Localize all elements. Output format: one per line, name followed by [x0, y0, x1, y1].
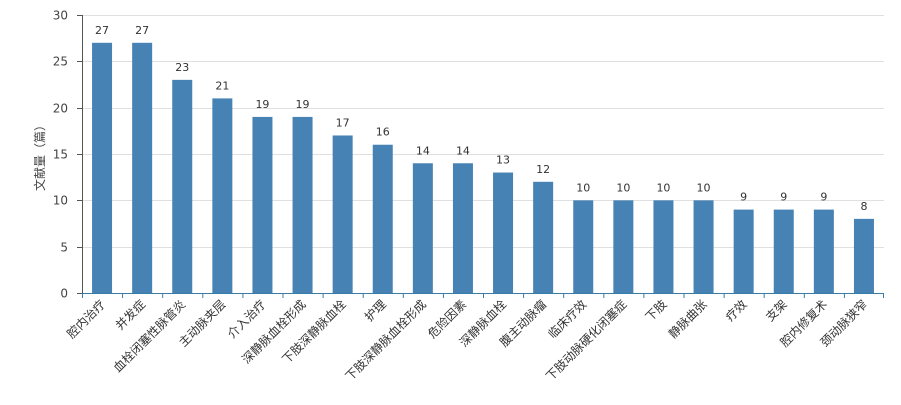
bar-value-label: 10	[697, 181, 711, 194]
bar-value-label: 13	[496, 154, 510, 167]
bar[interactable]	[493, 172, 514, 293]
category-label: 下肢	[642, 297, 670, 325]
bar-value-label: 17	[336, 116, 350, 129]
y-tick-label: 25	[53, 55, 68, 69]
bar[interactable]	[452, 163, 473, 293]
bar[interactable]	[412, 163, 433, 293]
category-label: 血栓闭塞性脉管炎	[110, 297, 188, 375]
y-tick-label: 0	[60, 287, 68, 301]
bar-value-label: 16	[376, 126, 390, 139]
bar-value-label: 27	[135, 24, 149, 37]
bar[interactable]	[212, 98, 233, 294]
bar[interactable]	[773, 209, 794, 293]
bar[interactable]	[372, 144, 393, 293]
bar[interactable]	[172, 79, 193, 293]
bar[interactable]	[252, 116, 273, 293]
bar-value-label: 21	[215, 79, 229, 92]
bar-value-label: 10	[576, 181, 590, 194]
category-label: 疗效	[722, 297, 750, 325]
bar-value-label: 9	[780, 191, 787, 204]
bar-value-label: 23	[175, 61, 189, 74]
bar-value-label: 12	[536, 163, 550, 176]
bar[interactable]	[132, 42, 153, 293]
bars	[92, 42, 874, 294]
y-axis-label: 文献量（篇）	[32, 119, 47, 191]
bar-value-label: 9	[740, 191, 747, 204]
category-label: 腔内治疗	[64, 297, 109, 342]
bar[interactable]	[813, 209, 834, 293]
bar[interactable]	[332, 135, 353, 293]
bar-value-label: 10	[656, 181, 670, 194]
bar[interactable]	[693, 200, 714, 293]
y-tick-label: 30	[53, 9, 68, 23]
bar-value-label: 14	[416, 144, 430, 157]
bar[interactable]	[733, 209, 754, 293]
y-tick-label: 5	[60, 241, 68, 255]
category-label: 静脉曲张	[665, 297, 710, 342]
category-label: 支架	[763, 297, 790, 324]
gridlines	[82, 15, 884, 248]
bar-value-label: 10	[616, 181, 630, 194]
bar[interactable]	[853, 218, 874, 293]
bar[interactable]	[92, 42, 113, 293]
bar-value-label: 8	[860, 200, 867, 213]
axes	[77, 15, 884, 298]
bar-value-label: 27	[95, 24, 109, 37]
bar-value-label: 19	[255, 98, 269, 111]
bar[interactable]	[533, 181, 554, 293]
bar-value-label: 9	[820, 191, 827, 204]
y-tick-label: 10	[53, 194, 68, 208]
bar[interactable]	[573, 200, 594, 293]
category-label: 并发症	[112, 297, 148, 333]
category-label: 护理	[362, 297, 389, 324]
bar-value-label: 19	[296, 98, 310, 111]
bar-value-label: 14	[456, 144, 470, 157]
y-tick-label: 15	[53, 148, 68, 162]
y-tick-label: 20	[53, 102, 68, 116]
bar[interactable]	[292, 116, 313, 293]
bar[interactable]	[653, 200, 674, 293]
bar[interactable]	[613, 200, 634, 293]
